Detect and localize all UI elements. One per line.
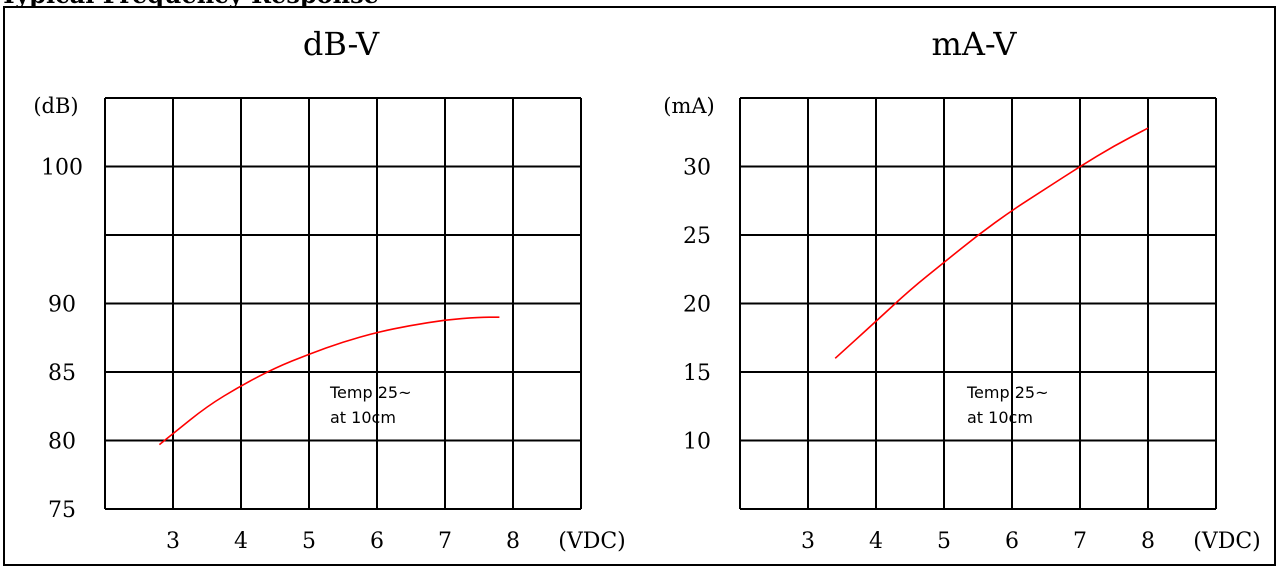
x-tick-label: 8 <box>1141 529 1155 554</box>
x-tick-labels: 3 4 5 6 7 8 <box>801 529 1155 554</box>
x-axis-label: (VDC) <box>558 529 626 554</box>
figure-border <box>3 6 1276 566</box>
annotation-line-1: Temp 25~ <box>329 383 412 402</box>
y-tick-label: 15 <box>683 361 711 386</box>
x-axis-label: (VDC) <box>1193 529 1261 554</box>
series-group <box>158 316 500 446</box>
annotation-line-2: at 10cm <box>967 408 1033 427</box>
y-axis-label: (dB) <box>33 94 78 118</box>
x-tick-label: 5 <box>302 529 316 554</box>
chart-title: mA-V <box>931 25 1017 63</box>
grid <box>739 97 1217 510</box>
chart-db-v: dB-V (dB) (VDC) 3 4 5 6 7 8 100 90 85 80 75 Temp … <box>33 25 625 554</box>
chart-ma-v: mA-V (mA) (VDC) 3 4 5 6 7 8 30 25 20 15 10 Temp 2… <box>663 25 1261 554</box>
x-tick-label: 4 <box>869 529 883 554</box>
y-tick-labels: 100 90 85 80 75 <box>41 156 83 524</box>
y-tick-label: 80 <box>48 430 76 455</box>
grid <box>104 97 582 510</box>
y-tick-label: 75 <box>48 498 76 523</box>
y-tick-label: 30 <box>683 156 711 181</box>
y-tick-label: 100 <box>41 156 83 181</box>
x-tick-labels: 3 4 5 6 7 8 <box>166 529 520 554</box>
x-tick-label: 4 <box>234 529 248 554</box>
series-group <box>834 127 1149 359</box>
x-tick-label: 8 <box>506 529 520 554</box>
x-tick-label: 6 <box>370 529 384 554</box>
y-tick-label: 20 <box>683 293 711 318</box>
x-tick-label: 7 <box>438 529 452 554</box>
cut-off-header-text: Typical Frequency Response <box>0 0 1281 8</box>
x-tick-label: 3 <box>166 529 180 554</box>
series-line <box>158 316 500 446</box>
y-tick-label: 10 <box>683 430 711 455</box>
y-tick-labels: 30 25 20 15 10 <box>683 156 711 455</box>
x-tick-label: 3 <box>801 529 815 554</box>
y-tick-label: 85 <box>48 361 76 386</box>
annotation-line-1: Temp 25~ <box>966 383 1049 402</box>
x-tick-label: 5 <box>937 529 951 554</box>
series-line <box>834 127 1149 359</box>
annotation-line-2: at 10cm <box>330 408 396 427</box>
y-axis-label: (mA) <box>663 94 714 118</box>
chart-title: dB-V <box>303 25 380 63</box>
y-tick-label: 90 <box>48 293 76 318</box>
x-tick-label: 6 <box>1005 529 1019 554</box>
x-tick-label: 7 <box>1073 529 1087 554</box>
y-tick-label: 25 <box>683 224 711 249</box>
